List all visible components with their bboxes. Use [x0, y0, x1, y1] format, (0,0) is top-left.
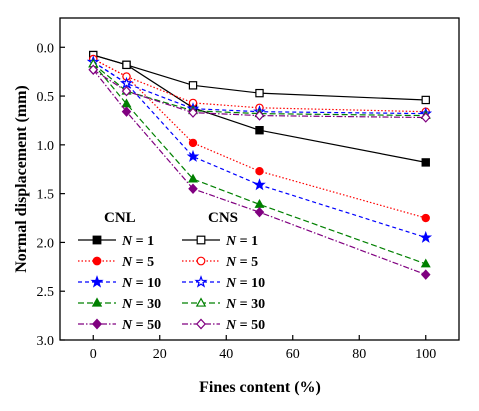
x-tick-label: 0 — [90, 347, 97, 362]
series-cnl-n5 — [89, 54, 430, 223]
data-point — [186, 149, 200, 162]
y-tick-label: 2.0 — [37, 236, 55, 251]
y-axis-title: Normal displacement (mm) — [13, 85, 30, 273]
data-point — [121, 85, 132, 97]
y-tick-label: 0.0 — [37, 41, 55, 56]
data-point — [88, 64, 99, 75]
legend-label: N = 5 — [225, 255, 258, 270]
legend-title-cns: CNS — [208, 210, 238, 226]
legend-marker — [91, 297, 103, 307]
legend-label: N = 10 — [225, 276, 265, 291]
data-point — [420, 112, 431, 123]
series-line — [92, 63, 427, 265]
x-tick-label: 60 — [286, 347, 300, 362]
axis-ticks: 0 20 40 60 80 100 0.0 0.5 1.0 1.5 2.0 2.5 3.0 — [37, 41, 437, 362]
x-tick-label: 20 — [153, 347, 167, 362]
legend: CNL N = 1 N = 5 N = 10 N = 30 N = 50 CNS N = 1 N… — [78, 210, 265, 333]
data-point — [421, 213, 430, 223]
x-axis-title: Fines content (%) — [199, 379, 321, 396]
legend-label: N = 5 — [121, 255, 154, 270]
legend-title-cnl: CNL — [104, 210, 136, 226]
data-point — [420, 258, 431, 268]
legend-label: N = 30 — [225, 297, 265, 312]
legend-marker — [196, 235, 206, 245]
data-point — [254, 110, 265, 121]
data-point — [188, 138, 198, 148]
y-tick-label: 1.0 — [37, 139, 55, 154]
x-tick-label: 40 — [219, 347, 233, 362]
series-line — [92, 61, 426, 239]
data-point — [188, 183, 198, 194]
legend-label: N = 1 — [121, 234, 154, 249]
legend-label: N = 10 — [121, 276, 161, 291]
series-layer — [86, 50, 433, 280]
data-point — [255, 166, 264, 176]
legend-label: N = 50 — [225, 318, 265, 333]
data-point — [253, 178, 266, 191]
legend-marker — [196, 256, 206, 266]
legend-marker — [90, 275, 104, 288]
data-point — [419, 230, 433, 243]
data-point — [420, 269, 431, 280]
series-line — [93, 58, 426, 219]
x-tick-label: 100 — [415, 347, 436, 362]
legend-marker — [92, 256, 102, 266]
y-tick-label: 1.5 — [37, 188, 55, 203]
x-tick-label: 80 — [352, 347, 366, 362]
data-point — [122, 60, 131, 70]
legend-marker — [92, 235, 102, 245]
legend-label: N = 50 — [121, 318, 161, 333]
legend-marker — [92, 318, 102, 330]
plot-frame — [59, 17, 460, 341]
data-point — [120, 76, 133, 89]
legend-label: N = 30 — [121, 297, 161, 312]
series-line — [92, 61, 426, 115]
data-point — [188, 173, 198, 183]
series-cns-n50 — [88, 64, 431, 123]
data-point — [255, 126, 264, 135]
data-point — [421, 95, 430, 105]
y-tick-label: 0.5 — [37, 90, 55, 105]
y-tick-label: 2.5 — [37, 285, 55, 300]
legend-marker — [195, 297, 207, 307]
data-point — [255, 88, 264, 98]
y-tick-label: 3.0 — [37, 334, 55, 349]
data-point — [188, 81, 198, 90]
data-point — [188, 107, 198, 118]
legend-label: N = 1 — [225, 234, 258, 249]
legend-marker — [196, 318, 206, 330]
data-point — [254, 206, 265, 218]
data-point — [121, 106, 132, 117]
data-point — [421, 158, 430, 167]
legend-marker — [194, 275, 208, 288]
